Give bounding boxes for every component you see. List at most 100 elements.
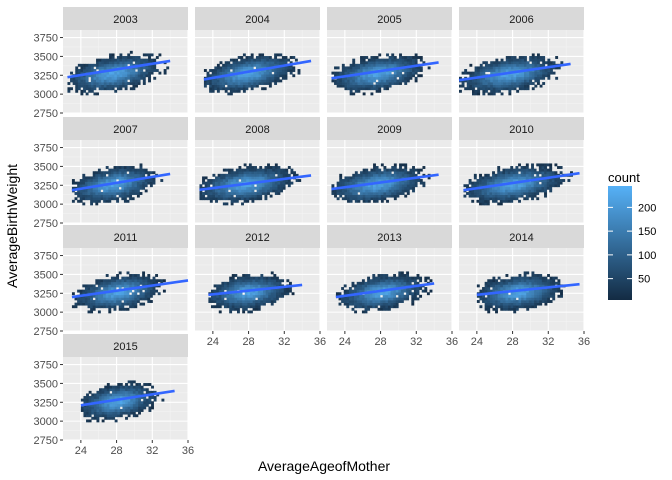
density-cell bbox=[111, 58, 115, 62]
density-cell bbox=[260, 276, 264, 280]
density-cell bbox=[144, 189, 148, 193]
density-cell bbox=[103, 300, 107, 303]
density-cell bbox=[97, 289, 101, 293]
density-cell bbox=[103, 84, 107, 88]
density-cell bbox=[136, 294, 140, 298]
density-cell bbox=[534, 289, 537, 293]
density-cell bbox=[281, 289, 285, 293]
density-cell bbox=[508, 307, 511, 311]
density-cell bbox=[395, 284, 399, 288]
density-cell bbox=[233, 186, 237, 190]
density-cell bbox=[469, 79, 473, 83]
density-cell bbox=[544, 194, 547, 198]
density-cell bbox=[111, 76, 115, 80]
density-cell bbox=[75, 89, 79, 93]
density-cell bbox=[255, 82, 259, 85]
density-cell bbox=[339, 82, 343, 85]
density-cell bbox=[223, 281, 227, 285]
density-cell bbox=[276, 58, 280, 62]
density-cell bbox=[109, 82, 112, 85]
density-cell bbox=[331, 79, 335, 83]
density-cell bbox=[354, 84, 358, 88]
density-cell bbox=[249, 300, 253, 303]
density-cell bbox=[129, 194, 133, 198]
density-cell bbox=[502, 297, 506, 301]
density-cell bbox=[396, 186, 400, 190]
density-cell bbox=[490, 92, 494, 96]
density-cell bbox=[98, 87, 102, 91]
density-cell bbox=[276, 71, 280, 75]
density-cell bbox=[231, 297, 235, 301]
density-cell bbox=[231, 281, 235, 285]
density-cell bbox=[352, 87, 356, 91]
density-cell bbox=[390, 297, 394, 301]
density-cell bbox=[479, 199, 482, 203]
density-cell bbox=[539, 279, 543, 283]
density-cell bbox=[228, 194, 231, 198]
density-cell bbox=[406, 58, 410, 62]
legend-tick-label: 200 bbox=[638, 202, 656, 214]
density-cell bbox=[404, 184, 408, 188]
density-cell bbox=[244, 300, 248, 303]
density-cell bbox=[386, 82, 389, 85]
density-cell bbox=[272, 176, 276, 180]
density-cell bbox=[396, 184, 400, 188]
density-cell bbox=[511, 84, 514, 88]
density-cell bbox=[523, 302, 527, 306]
density-cell bbox=[239, 287, 243, 290]
facet-strip bbox=[195, 7, 320, 30]
density-cell bbox=[367, 173, 371, 177]
density-cell bbox=[510, 292, 514, 296]
density-cell bbox=[136, 276, 140, 280]
density-cell bbox=[388, 56, 392, 59]
density-cell bbox=[127, 390, 131, 394]
density-cell bbox=[403, 279, 407, 283]
density-cell bbox=[131, 176, 135, 180]
density-cell bbox=[113, 279, 117, 283]
density-cell bbox=[234, 294, 238, 298]
density-cell bbox=[122, 82, 125, 85]
density-cell bbox=[242, 84, 246, 88]
density-cell bbox=[413, 281, 417, 285]
density-cell bbox=[261, 82, 265, 85]
density-cell bbox=[92, 189, 96, 193]
density-cell bbox=[360, 76, 363, 80]
density-cell bbox=[99, 388, 102, 392]
density-cell bbox=[521, 82, 525, 85]
density-cell bbox=[126, 307, 130, 311]
density-cell bbox=[103, 297, 107, 301]
density-cell bbox=[352, 79, 356, 83]
density-cell bbox=[518, 276, 522, 280]
density-cell bbox=[489, 186, 493, 190]
density-cell bbox=[109, 414, 113, 418]
density-cell bbox=[281, 287, 285, 290]
density-cell bbox=[544, 192, 547, 195]
density-cell bbox=[533, 184, 537, 188]
density-cell bbox=[373, 186, 376, 190]
density-cell bbox=[372, 302, 376, 306]
density-cell bbox=[412, 179, 415, 182]
density-cell bbox=[104, 406, 108, 410]
density-cell bbox=[274, 184, 278, 188]
density-cell bbox=[218, 294, 222, 298]
density-cell bbox=[359, 294, 363, 298]
density-cell bbox=[242, 284, 246, 288]
density-cell bbox=[281, 56, 285, 59]
density-cell bbox=[119, 61, 123, 65]
density-cell bbox=[90, 74, 94, 78]
density-cell bbox=[534, 63, 538, 67]
density-cell bbox=[526, 307, 530, 311]
density-cell bbox=[109, 61, 112, 65]
density-cell bbox=[134, 289, 138, 293]
density-cell bbox=[365, 63, 369, 67]
density-cell bbox=[378, 82, 382, 85]
density-cell bbox=[119, 414, 123, 418]
density-cell bbox=[233, 192, 237, 195]
density-cell bbox=[508, 279, 511, 283]
density-cell bbox=[531, 297, 535, 301]
density-cell bbox=[380, 58, 384, 62]
density-cell bbox=[477, 79, 481, 83]
density-cell bbox=[121, 176, 125, 180]
density-cell bbox=[516, 82, 520, 85]
density-cell bbox=[263, 82, 267, 85]
